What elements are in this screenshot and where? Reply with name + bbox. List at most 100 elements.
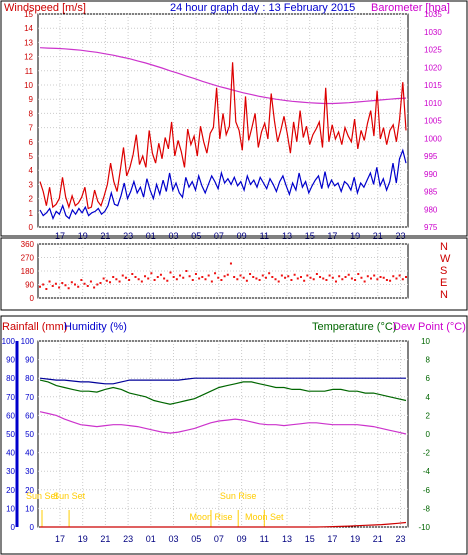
direction-point	[236, 278, 239, 281]
time-tick-label: 21	[100, 231, 110, 241]
direction-point	[169, 271, 172, 274]
direction-tick-label: 90	[25, 281, 34, 290]
rainfall-tick-label: 100	[2, 337, 16, 346]
rainfall-tick-label: 80	[6, 374, 15, 383]
direction-point	[245, 279, 248, 282]
direction-point	[249, 273, 252, 275]
time-tick-label: 09	[237, 534, 247, 544]
direction-point	[45, 288, 48, 290]
rainfall-tick-label: 20	[6, 486, 15, 495]
direction-point	[354, 279, 357, 281]
direction-point	[264, 276, 267, 279]
barometer-tick-label: 1035	[424, 10, 442, 19]
direction-point	[252, 276, 255, 278]
time-tick-label: 07	[214, 534, 224, 544]
time-tick-label: 17	[55, 534, 65, 544]
direction-point	[185, 270, 188, 272]
direction-point	[293, 273, 296, 276]
time-tick-label: 23	[395, 534, 405, 544]
temp-series: Sun Set Moon Rise Sun Rise Moon Set Sun Set	[26, 377, 407, 528]
direction-point	[179, 274, 182, 277]
direction-point	[223, 275, 226, 278]
direction-point	[147, 277, 150, 280]
barometer-tick-label: 1030	[424, 28, 442, 37]
compass-label: E	[440, 277, 447, 289]
temperature-tick-label: 8	[426, 356, 431, 365]
barometer-tick-label: 1010	[424, 99, 442, 108]
direction-point	[395, 277, 398, 280]
rainfall-tick-label: 90	[6, 356, 15, 365]
windspeed-tick-label: 14	[24, 24, 33, 33]
direction-point	[58, 286, 61, 289]
direction-point	[134, 276, 137, 278]
direction-point	[325, 279, 328, 281]
windspeed-tick-label: 6	[29, 138, 34, 147]
rainfall-tick-label: 10	[6, 504, 15, 513]
panel-temp-humidity	[0, 315, 468, 555]
direction-point	[312, 278, 315, 281]
direction-point	[360, 276, 363, 279]
direction-point	[77, 285, 80, 288]
windspeed-tick-label: 3	[29, 180, 34, 189]
direction-grid	[38, 243, 408, 299]
windspeed-tick-label: 11	[25, 67, 34, 76]
direction-point	[376, 278, 379, 281]
time-tick-label: 05	[191, 534, 201, 544]
wind-series	[39, 47, 407, 221]
time-tick-label: 13	[282, 231, 292, 241]
direction-point	[86, 285, 89, 287]
direction-point	[80, 279, 83, 281]
direction-point	[204, 278, 207, 281]
direction-point	[128, 279, 131, 281]
dewpoint-axis-label: Dew Point (°C)	[393, 321, 466, 333]
temperature-tick-label: 0	[426, 430, 431, 439]
direction-point	[328, 274, 331, 277]
time-tick-label: 19	[78, 534, 88, 544]
direction-point	[118, 280, 121, 283]
direction-point	[163, 277, 166, 280]
time-tick-label: 09	[237, 231, 247, 241]
barometer-tick-label: 990	[424, 170, 438, 179]
rainfall-tick-label: 40	[6, 449, 15, 458]
humidity-tick-label: 60	[25, 411, 34, 420]
compass-label: W	[440, 253, 451, 265]
event-label: Sun Set	[26, 491, 59, 501]
time-tick-label: 19	[350, 231, 360, 241]
humidity-tick-label: 30	[25, 467, 34, 476]
humidity-tick-label: 100	[21, 337, 35, 346]
direction-point	[188, 275, 191, 278]
rainfall-tick-label: 30	[6, 467, 15, 476]
time-tick-label: 13	[282, 534, 292, 544]
direction-point	[258, 279, 261, 281]
humidity-tick-label: 0	[30, 523, 35, 532]
windspeed-axis-label: Windspeed [m/s]	[4, 2, 86, 14]
direction-point	[385, 279, 388, 281]
time-tick-label: 17	[327, 534, 337, 544]
windspeed-tick-label: 4	[29, 166, 34, 175]
time-tick-label: 23	[123, 534, 133, 544]
temperature-tick-label: -6	[423, 486, 431, 495]
direction-series	[39, 262, 407, 290]
rainfall-line	[40, 521, 407, 528]
barometer-tick-label: 985	[424, 188, 438, 197]
direction-point	[67, 287, 70, 290]
direction-point	[99, 282, 102, 284]
direction-point	[341, 278, 344, 281]
direction-point	[261, 274, 264, 277]
barometer-tick-label: 980	[424, 205, 438, 214]
humidity-tick-label: 10	[25, 504, 34, 513]
direction-point	[194, 273, 197, 275]
direction-point	[401, 278, 404, 281]
humidity-tick-label: 20	[25, 486, 34, 495]
direction-point	[226, 273, 229, 276]
direction-point	[93, 286, 96, 289]
rainfall-tick-label: 70	[6, 393, 15, 402]
humidity-tick-label: 50	[25, 430, 34, 439]
direction-point	[315, 273, 318, 275]
direction-point	[61, 282, 64, 284]
direction-point	[338, 275, 341, 278]
compass-label: N	[440, 289, 448, 301]
